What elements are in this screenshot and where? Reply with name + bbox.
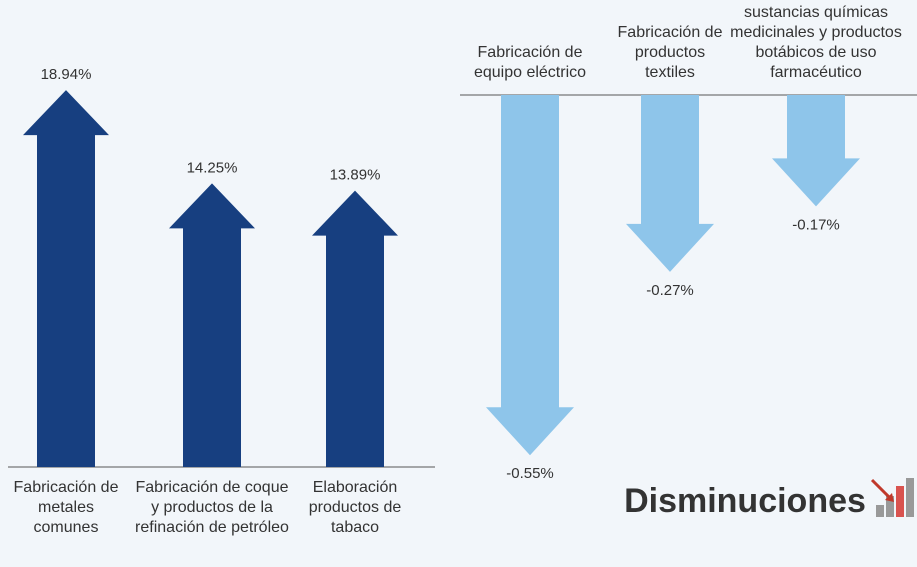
annotation: Disminuciones — [624, 482, 866, 520]
category-label: Fabricación de metales comunes — [13, 479, 119, 536]
arrow — [312, 190, 398, 468]
category-label: Elaboración productos de tabaco — [308, 479, 402, 536]
icon — [870, 478, 914, 517]
value-label: -0.17% — [792, 216, 840, 233]
category-label: sustancias químicas medicinales y produc… — [730, 4, 902, 81]
value-label: -0.55% — [506, 465, 554, 482]
arrow — [772, 95, 860, 207]
value-label: 14.25% — [187, 159, 238, 176]
arrow — [486, 95, 574, 456]
arrow — [626, 95, 714, 272]
category-label: Fabricación de equipo eléctrico — [473, 44, 587, 81]
category-label: Fabricación de productos textiles — [617, 24, 723, 81]
value-label: 18.94% — [41, 66, 92, 83]
arrow — [169, 183, 255, 468]
value-label: -0.27% — [646, 282, 694, 299]
value-label: 13.89% — [330, 167, 381, 184]
category-label: Fabricación de coque y productos de la r… — [135, 479, 289, 536]
arrow — [23, 90, 109, 468]
